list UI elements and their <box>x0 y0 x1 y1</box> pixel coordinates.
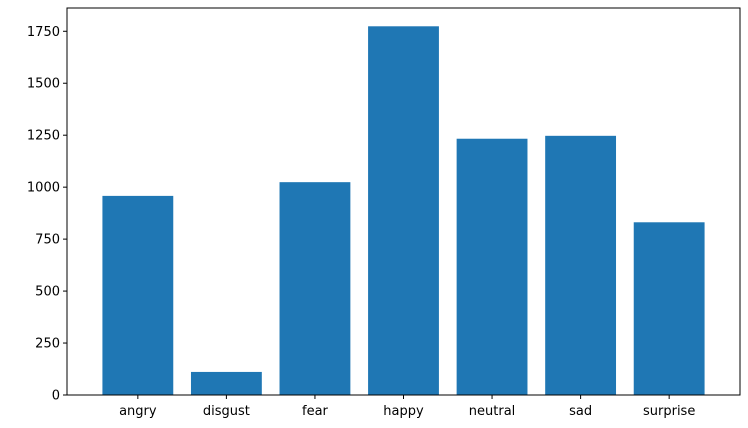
y-tick-label: 1250 <box>27 129 60 144</box>
bar-fear <box>279 182 351 395</box>
bars-group <box>102 26 705 396</box>
y-tick-label: 750 <box>35 233 60 248</box>
x-tick-label: sad <box>569 404 592 419</box>
x-tick-label: happy <box>383 404 424 419</box>
bar-happy <box>368 26 439 396</box>
y-tick-label: 1000 <box>27 181 60 196</box>
x-tick-label: neutral <box>469 404 516 419</box>
x-tick-label: disgust <box>203 404 250 419</box>
x-tick-label: angry <box>119 404 157 419</box>
bar-sad <box>545 135 617 395</box>
y-tick-label: 1750 <box>27 25 60 40</box>
bar-angry <box>102 195 174 395</box>
bar-surprise <box>633 222 705 395</box>
bar-disgust <box>190 371 262 395</box>
y-tick-label: 1500 <box>27 77 60 92</box>
axes-spines <box>66 7 741 396</box>
y-tick-label: 500 <box>35 285 60 300</box>
bar-neutral <box>456 138 528 396</box>
x-tick-label: fear <box>302 404 329 419</box>
x-axis: angry disgust fear happy neutral sad surprise <box>119 395 695 419</box>
y-tick-label: 250 <box>35 337 60 352</box>
y-axis: 0 250 500 750 1000 1250 1500 1750 <box>27 25 67 404</box>
x-tick-label: surprise <box>643 404 695 419</box>
y-tick-label: 0 <box>52 389 60 404</box>
plot-frame <box>66 7 741 396</box>
